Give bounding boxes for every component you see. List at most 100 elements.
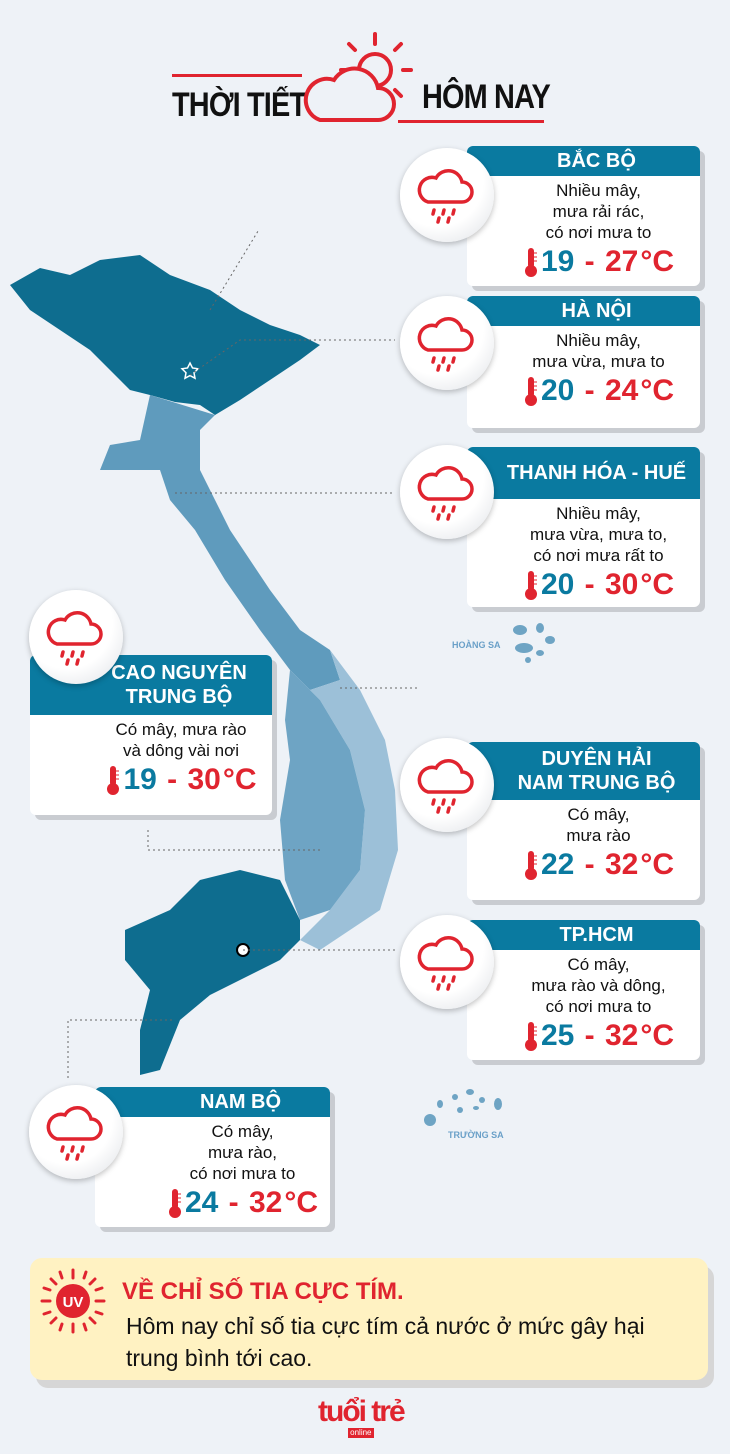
- temp-unit: °C: [222, 763, 257, 796]
- thermometer-icon: [524, 1022, 537, 1051]
- temp-low: 20: [540, 374, 575, 407]
- region-card: DUYÊN HẢI NAM TRUNG BỘ Có mây, mưa rào 22 …: [467, 742, 700, 900]
- thermometer-icon: [524, 571, 537, 600]
- region-description-line: Có mây,: [567, 805, 630, 824]
- region-description: Có mây, mưa rào và dông vài nơi: [30, 719, 272, 761]
- map-south-central-coast: [300, 650, 398, 950]
- region-description-line: mưa vừa, mưa to,: [529, 525, 668, 544]
- region-description-line: mưa rào và dông,: [531, 976, 666, 995]
- region-description: Nhiều mây, mưa vừa, mưa to, có nơi mưa rất…: [467, 503, 700, 566]
- temp-separator: -: [576, 1019, 603, 1052]
- region-card: BẮC BỘ Nhiều mây, mưa rải rác, có nơi mưa …: [467, 146, 700, 286]
- logo-sub: online: [348, 1428, 374, 1438]
- region-temperature: 20 - 24 °C: [467, 374, 700, 408]
- region-name-line: TP.HCM: [559, 924, 634, 946]
- cloud-rain-icon: [417, 466, 474, 521]
- region-name-line: THANH HÓA - HUẾ: [506, 462, 687, 484]
- temp-low: 20: [540, 568, 575, 601]
- temp-high: 30: [187, 763, 221, 796]
- weather-icon-circle: [29, 1085, 123, 1179]
- region-temperature: 24 - 32 °C: [95, 1186, 330, 1220]
- region-description: Có mây, mưa rào và dông, có nơi mưa to: [467, 954, 700, 1017]
- region-name: HÀ NỘI: [467, 296, 700, 326]
- thermometer-icon: [524, 851, 537, 880]
- map-highlands: [280, 670, 365, 920]
- region-name-line: TRUNG BỘ: [125, 686, 233, 708]
- region-description-line: có nơi mưa to: [545, 223, 652, 242]
- region-temperature: 19 - 27 °C: [467, 245, 700, 279]
- temp-separator: -: [576, 374, 603, 407]
- temp-unit: °C: [640, 1019, 675, 1052]
- region-description-line: mưa vừa, mưa to: [532, 352, 665, 371]
- temp-unit: °C: [640, 848, 675, 881]
- cloud-rain-icon: [417, 759, 474, 814]
- region-card: NAM BỘ Có mây, mưa rào, có nơi mưa to 24 -…: [95, 1087, 330, 1227]
- temp-low: 25: [540, 1019, 575, 1052]
- temp-low: 22: [540, 848, 575, 881]
- uv-title: VỀ CHỈ SỐ TIA CỰC TÍM.: [122, 1278, 404, 1305]
- region-description-line: Có mây,: [567, 955, 630, 974]
- weather-icon-circle: [400, 738, 494, 832]
- map-south: [125, 870, 300, 1075]
- region-name-line: NAM BỘ: [199, 1091, 282, 1113]
- cloud-rain-icon: [417, 317, 474, 372]
- thermometer-icon: [107, 766, 120, 795]
- region-description: Có mây, mưa rào: [467, 804, 700, 846]
- title-rule-left: [172, 74, 302, 77]
- region-card: TP.HCM Có mây, mưa rào và dông, có nơi mưa…: [467, 920, 700, 1060]
- region-description-line: Có mây,: [211, 1122, 274, 1141]
- vietnam-map: [10, 230, 420, 1080]
- sun-cloud-icon: [303, 32, 413, 122]
- temp-separator: -: [576, 848, 603, 881]
- uv-text: Hôm nay chỉ số tia cực tím cả nước ở mức…: [126, 1313, 645, 1371]
- region-description-line: có nơi mưa rất to: [533, 546, 664, 565]
- region-description: Nhiều mây, mưa vừa, mưa to: [467, 330, 700, 372]
- region-card: THANH HÓA - HUẾ Nhiều mây, mưa vừa, mưa t…: [467, 447, 700, 607]
- region-name: NAM BỘ: [95, 1087, 330, 1117]
- region-temperature: 22 - 32 °C: [467, 848, 700, 882]
- region-description-line: có nơi mưa to: [545, 997, 652, 1016]
- region-temperature: 19 - 30 °C: [30, 763, 272, 797]
- region-name: THANH HÓA - HUẾ: [467, 447, 700, 499]
- region-name-line: CAO NGUYÊN: [111, 662, 247, 684]
- cloud-rain-icon: [46, 1106, 103, 1161]
- tuoi-tre-logo: tuổi trẻ online: [318, 1396, 406, 1438]
- thermometer-icon: [524, 248, 537, 277]
- region-temperature: 20 - 30 °C: [467, 568, 700, 602]
- title-right: HÔM NAY: [422, 78, 551, 116]
- region-description: Nhiều mây, mưa rải rác, có nơi mưa to: [467, 180, 700, 243]
- temp-separator: -: [576, 245, 603, 278]
- hoang-sa-label: HOÀNG SA: [452, 640, 501, 650]
- temp-unit: °C: [640, 374, 675, 407]
- region-name: TP.HCM: [467, 920, 700, 950]
- temp-high: 30: [605, 568, 639, 601]
- region-description-line: Có mây, mưa rào: [115, 720, 247, 739]
- temp-separator: -: [220, 1186, 247, 1219]
- region-description-line: Nhiều mây,: [556, 504, 641, 523]
- cloud-rain-icon: [417, 169, 474, 224]
- temp-separator: -: [158, 763, 186, 796]
- title-rule-right: [398, 120, 544, 123]
- temp-unit: °C: [640, 568, 675, 601]
- truong-sa-islands: [424, 1089, 502, 1126]
- uv-sun-icon: UV: [40, 1268, 106, 1334]
- title-left: THỜI TIẾT: [172, 86, 307, 124]
- map-north: [10, 255, 320, 415]
- weather-icon-circle: [29, 590, 123, 684]
- region-description-line: Nhiều mây,: [556, 181, 641, 200]
- hanoi-star-icon: [180, 361, 200, 380]
- cloud-rain-icon: [46, 611, 103, 666]
- region-description-line: mưa rào,: [207, 1143, 277, 1162]
- region-description: Có mây, mưa rào, có nơi mưa to: [95, 1121, 330, 1184]
- temp-high: 32: [605, 1019, 639, 1052]
- truong-sa-label: TRƯỜNG SA: [448, 1130, 504, 1140]
- region-name-line: NAM TRUNG BỘ: [517, 772, 676, 794]
- weather-icon-circle: [400, 915, 494, 1009]
- region-name: DUYÊN HẢI NAM TRUNG BỘ: [467, 742, 700, 800]
- region-card: HÀ NỘI Nhiều mây, mưa vừa, mưa to 20 - 24…: [467, 296, 700, 428]
- region-description-line: mưa rải rác,: [552, 202, 645, 221]
- weather-icon-circle: [400, 296, 494, 390]
- region-description-line: Nhiều mây,: [556, 331, 641, 350]
- uv-info-box: UV VỀ CHỈ SỐ TIA CỰC TÍM. Hôm nay chỉ số…: [30, 1258, 708, 1380]
- region-temperature: 25 - 32 °C: [467, 1019, 700, 1053]
